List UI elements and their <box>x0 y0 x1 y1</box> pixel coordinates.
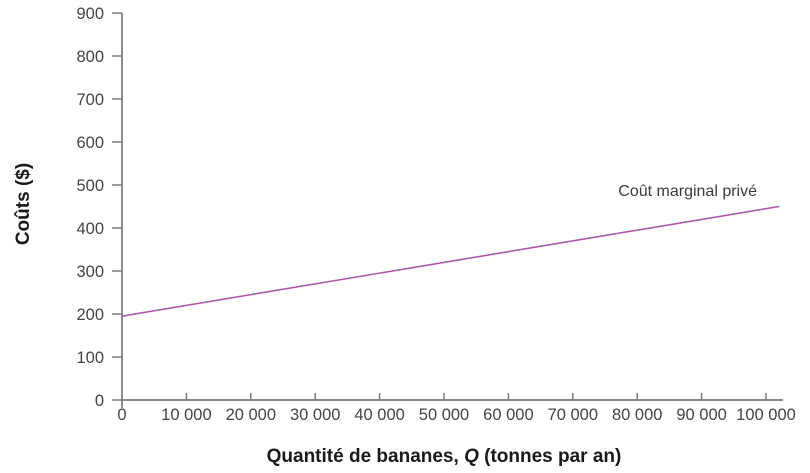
y-tick-label: 900 <box>76 5 104 23</box>
curve-label-private-marginal-cost: Coût marginal privé <box>618 183 757 200</box>
y-tick-label: 600 <box>76 134 104 152</box>
x-tick-label: 10 000 <box>161 406 211 424</box>
y-tick-label: 100 <box>76 349 104 367</box>
x-tick-label: 60 000 <box>483 406 533 424</box>
y-tick-label: 500 <box>76 177 104 195</box>
y-tick-label: 0 <box>95 392 104 410</box>
series-line-private-marginal-cost <box>121 205 780 317</box>
y-tick-label: 800 <box>76 48 104 66</box>
x-tick-label: 30 000 <box>290 406 340 424</box>
x-tick-label: 40 000 <box>354 406 404 424</box>
x-axis-title-units: (tonnes par an) <box>478 446 622 467</box>
x-tick-label: 0 <box>117 406 126 424</box>
y-tick-label: 400 <box>76 220 104 238</box>
y-tick-label: 700 <box>76 91 104 109</box>
x-tick-label: 90 000 <box>676 406 726 424</box>
y-tick-label: 200 <box>76 306 104 324</box>
x-tick-label: 20 000 <box>226 406 276 424</box>
y-tick-label: 300 <box>76 263 104 281</box>
x-tick-label: 70 000 <box>548 406 598 424</box>
x-tick-label: 50 000 <box>419 406 469 424</box>
x-axis-title-variable: Q <box>464 446 479 467</box>
x-axis-title: Quantité de bananes, Q (tonnes par an) <box>122 446 766 468</box>
x-tick-label: 100 000 <box>736 406 796 424</box>
x-axis-title-text: Quantité de bananes, <box>266 446 465 467</box>
y-axis-title: Coûts ($) <box>13 162 34 246</box>
x-tick-label: 80 000 <box>612 406 662 424</box>
